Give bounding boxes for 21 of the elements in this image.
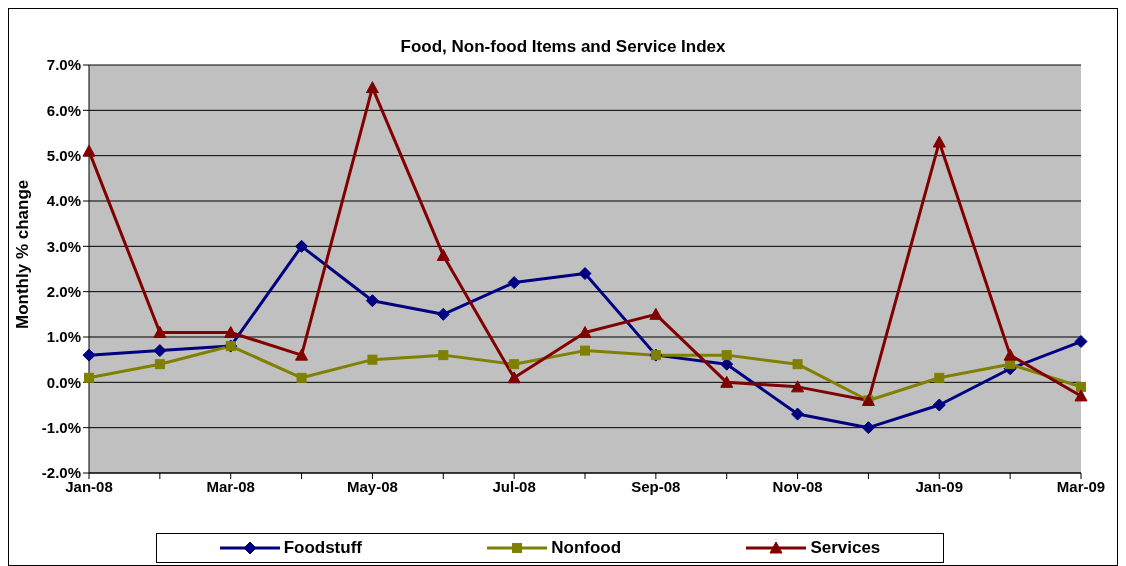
y-tick-label: 0.0% [46,373,81,391]
x-tick-label: Jan-09 [915,477,964,495]
y-tick-label: 3.0% [46,237,81,255]
x-tick-label: May-08 [347,477,398,495]
y-tick-label: 6.0% [46,101,81,119]
y-tick-label: 1.0% [46,328,81,346]
chart-title: Food, Non-food Items and Service Index [399,37,727,57]
x-tick-label: Sep-08 [631,477,681,495]
y-tick-label: 7.0% [46,56,81,74]
y-tick-label: 5.0% [46,146,81,164]
legend-label: Nonfood [551,538,622,558]
legend-label: Foodstuff [283,538,362,558]
legend-label: Services [810,538,881,558]
x-tick-label: Nov-08 [772,477,823,495]
x-tick-label: Mar-08 [206,477,255,495]
x-tick-label: Jul-08 [492,477,536,495]
y-axis-title: Monthly % change [13,179,33,329]
y-tick-label: 2.0% [46,282,81,300]
y-tick-label: 4.0% [46,192,81,210]
y-tick-label: -1.0% [41,418,81,436]
x-tick-label: Mar-09 [1056,477,1106,495]
